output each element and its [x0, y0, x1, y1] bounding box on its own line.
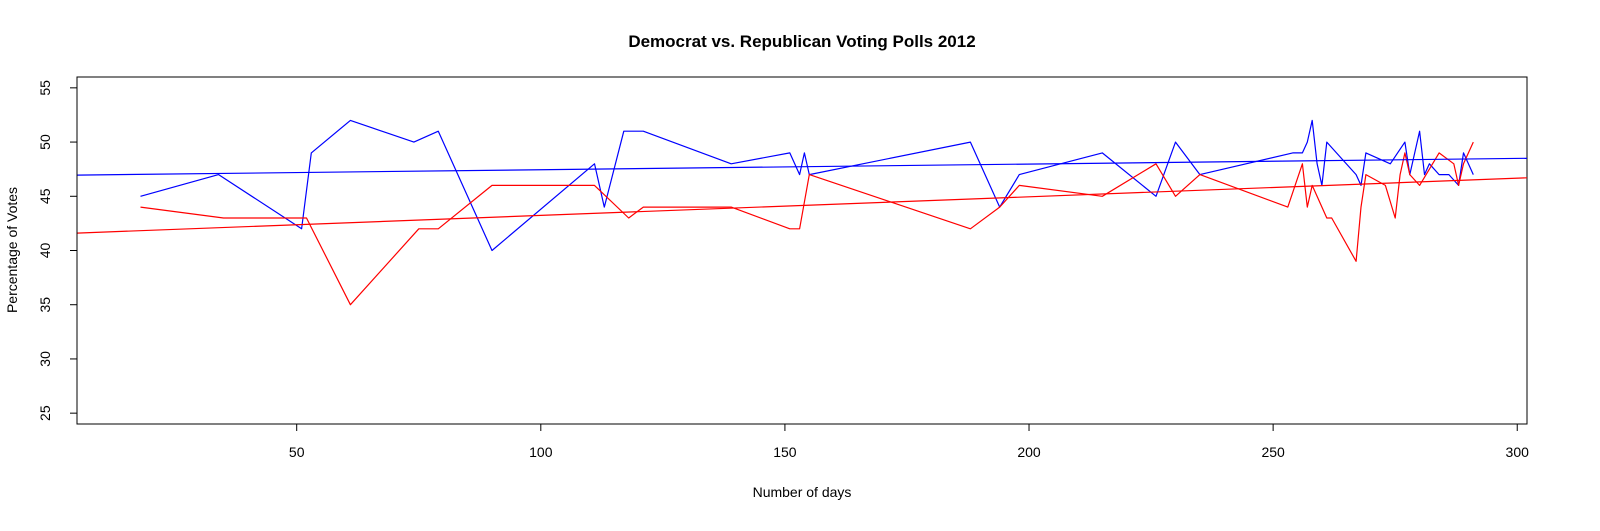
y-tick-label-40: 40 [37, 243, 53, 259]
y-tick-label-45: 45 [37, 188, 53, 204]
x-tick-label-150: 150 [773, 444, 797, 460]
plot-frame [76, 76, 1528, 425]
y-tick-label-25: 25 [37, 405, 53, 421]
x-tick-label-200: 200 [1017, 444, 1041, 460]
x-tick-label-100: 100 [529, 444, 553, 460]
series-line-4-trend [76, 177, 1528, 234]
y-tick-label-55: 55 [37, 80, 53, 96]
series-layer [76, 119, 1528, 306]
chart-title: Democrat vs. Republican Voting Polls 201… [628, 32, 975, 51]
x-axis: 50 100 150 200 250 300 [289, 423, 1530, 460]
series-line-1-polls [140, 119, 1474, 252]
y-axis: 25 30 35 40 45 50 55 [37, 80, 78, 421]
x-tick-label-250: 250 [1261, 444, 1285, 460]
y-tick-label-50: 50 [37, 134, 53, 150]
y-tick-label-35: 35 [37, 297, 53, 313]
x-tick-label-300: 300 [1506, 444, 1530, 460]
x-axis-label: Number of days [753, 484, 852, 500]
series-line-3-trend [76, 157, 1528, 176]
x-tick-label-50: 50 [289, 444, 305, 460]
y-tick-label-30: 30 [37, 351, 53, 367]
y-axis-label: Percentage of Votes [4, 187, 20, 313]
